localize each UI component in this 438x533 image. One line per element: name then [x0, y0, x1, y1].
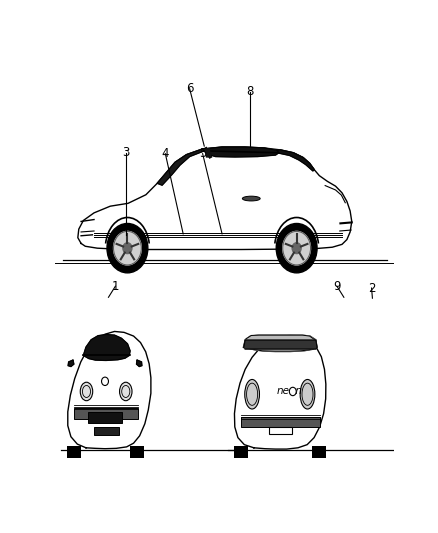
Bar — [74, 408, 138, 419]
Polygon shape — [68, 332, 151, 449]
Circle shape — [292, 243, 301, 254]
Circle shape — [123, 243, 132, 254]
Text: 6: 6 — [186, 82, 194, 95]
Text: 5: 5 — [199, 147, 206, 160]
Ellipse shape — [300, 379, 315, 409]
Polygon shape — [244, 335, 317, 352]
Bar — [269, 427, 292, 434]
Bar — [94, 427, 119, 435]
Ellipse shape — [242, 196, 260, 201]
Bar — [88, 412, 122, 423]
Bar — [234, 446, 248, 458]
Text: 1: 1 — [112, 280, 119, 293]
Polygon shape — [83, 335, 130, 360]
Polygon shape — [204, 147, 279, 157]
Bar — [130, 446, 144, 458]
Circle shape — [102, 377, 109, 385]
Polygon shape — [277, 150, 314, 171]
Ellipse shape — [120, 382, 132, 401]
Polygon shape — [244, 340, 317, 349]
Polygon shape — [68, 360, 74, 367]
Text: 2: 2 — [368, 281, 375, 295]
Circle shape — [283, 231, 311, 265]
Bar — [312, 446, 326, 458]
Circle shape — [113, 231, 141, 265]
Ellipse shape — [245, 379, 259, 409]
Text: 8: 8 — [246, 85, 253, 98]
Text: 3: 3 — [122, 146, 130, 159]
Circle shape — [107, 223, 148, 273]
Circle shape — [276, 223, 317, 273]
Polygon shape — [244, 335, 316, 351]
Polygon shape — [234, 335, 326, 449]
Ellipse shape — [80, 382, 93, 401]
Text: neon: neon — [276, 386, 302, 397]
Text: 4: 4 — [162, 147, 169, 160]
Bar — [67, 446, 81, 458]
Text: 9: 9 — [333, 280, 341, 293]
Polygon shape — [157, 149, 204, 185]
Polygon shape — [205, 149, 211, 157]
Bar — [241, 417, 320, 427]
Polygon shape — [137, 360, 142, 367]
Polygon shape — [78, 147, 352, 249]
Circle shape — [290, 387, 296, 395]
